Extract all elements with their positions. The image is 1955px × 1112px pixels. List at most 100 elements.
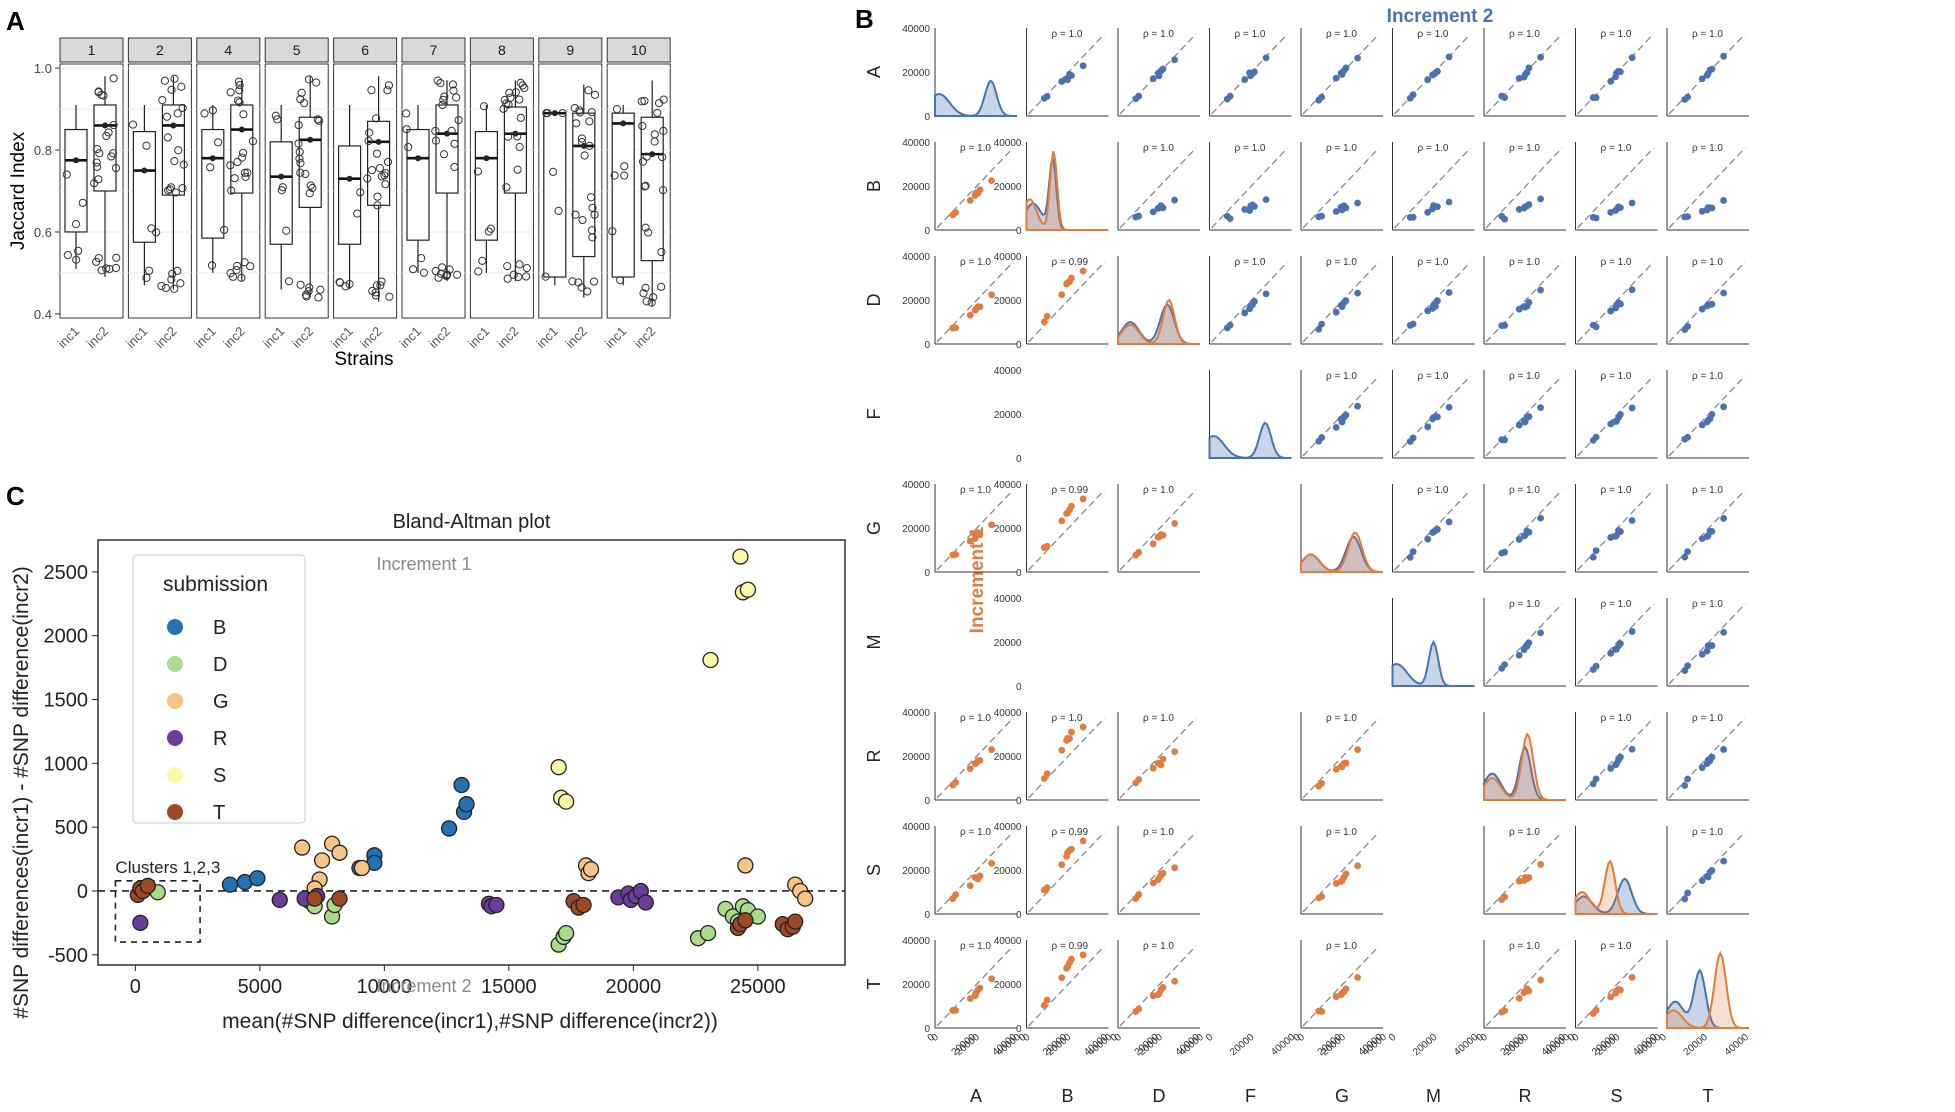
data-point <box>142 273 151 282</box>
axis-tick-label-y: 20000 <box>902 866 930 877</box>
axis-tick-label-y: 20000 <box>902 68 930 79</box>
data-point <box>233 261 242 271</box>
identity-line <box>936 831 1014 913</box>
legend-marker-g <box>167 693 183 709</box>
x-tick-label-a: inc2 <box>84 324 111 351</box>
facet-strip <box>333 37 398 63</box>
scatter-point <box>988 291 995 299</box>
axis-tick-label-x: 0 <box>1387 1032 1399 1044</box>
data-point <box>454 115 463 125</box>
axis-tick-label-y: 0 <box>924 796 930 807</box>
facet-label: 4 <box>224 42 232 58</box>
rho-label: ρ = 0.99 <box>1052 257 1089 268</box>
scatter-point <box>1720 628 1727 636</box>
data-point <box>238 148 248 157</box>
panel-label-a: A <box>6 6 25 36</box>
scatter-point <box>966 765 974 773</box>
data-point <box>305 189 314 198</box>
scatter-point <box>1525 64 1533 72</box>
scatter-point <box>952 779 960 786</box>
data-point <box>640 182 649 191</box>
scatter-point <box>1684 662 1692 670</box>
axis-tick-label-x: 20000 <box>1228 1032 1257 1059</box>
scatter-point <box>1525 874 1533 881</box>
axis-tick-label-y: 20000 <box>994 980 1022 991</box>
x-tick-label-a: inc1 <box>191 324 218 351</box>
point-s <box>557 793 575 810</box>
axis-tick-label-x: 0 <box>1204 1032 1216 1044</box>
scatter-point <box>1628 517 1636 524</box>
scatter-point <box>1592 323 1600 331</box>
scatter-point <box>1698 650 1706 658</box>
rho-label: ρ = 1.0 <box>1143 485 1174 496</box>
data-point <box>608 227 617 236</box>
identity-line <box>936 945 1014 1027</box>
axis-tick-label-y: 40000 <box>994 480 1022 491</box>
point-g <box>797 890 814 907</box>
axis-tick-label-y: 0 <box>924 568 930 579</box>
x-tick-label-a: inc2 <box>152 324 179 351</box>
x-tick-label-a: inc2 <box>220 324 247 351</box>
scatter-point <box>1698 421 1706 429</box>
scatter-point <box>1501 893 1509 901</box>
scatter-point <box>1332 208 1340 215</box>
rho-label: ρ = 1.0 <box>1235 143 1266 154</box>
data-point <box>515 142 524 152</box>
axis-tick-label-y: 0 <box>1016 1024 1022 1035</box>
scatter-point <box>1681 895 1689 903</box>
scatter-point <box>1525 528 1533 536</box>
data-point <box>587 108 596 117</box>
data-point <box>220 225 229 235</box>
scatter-point <box>1149 879 1157 887</box>
scatter-point <box>1068 72 1075 79</box>
scatter-point <box>1434 67 1441 75</box>
point-t <box>139 877 156 895</box>
scatter-point <box>1079 837 1087 845</box>
y-tick-label-c: 2000 <box>44 626 89 648</box>
data-point <box>163 133 172 142</box>
scatter-point <box>1501 661 1509 669</box>
data-point <box>641 283 650 292</box>
scatter-point <box>1079 951 1087 959</box>
scatter-point <box>1525 299 1533 306</box>
rho-label: ρ = 1.0 <box>1601 713 1632 724</box>
data-point <box>235 98 244 107</box>
data-point <box>549 167 558 176</box>
rho-label: ρ = 0.99 <box>1052 827 1089 838</box>
data-point <box>587 226 597 235</box>
scatter-point <box>1681 782 1689 789</box>
data-point <box>92 257 101 266</box>
identity-line <box>1302 831 1380 913</box>
data-point <box>644 228 653 237</box>
mean-dot <box>73 157 79 164</box>
scatter-point <box>1342 411 1350 419</box>
axis-tick-label-y: 40000 <box>902 138 930 149</box>
scatter-point <box>1617 640 1624 647</box>
scatter-point <box>1525 987 1533 995</box>
mean-dot <box>278 173 285 180</box>
scatter-point <box>1135 776 1143 783</box>
scatter-point <box>1617 986 1624 994</box>
mean-dot <box>551 110 558 117</box>
scatter-point <box>1537 629 1544 637</box>
rho-label: ρ = 1.0 <box>1509 371 1540 382</box>
axis-tick-label-y: 40000 <box>902 822 930 833</box>
scatter-point <box>1607 307 1615 315</box>
data-point <box>294 139 303 148</box>
chart-title-c: Bland-Altman plot <box>393 511 551 533</box>
scatter-point <box>1434 203 1441 211</box>
axis-tick-label-x: 0 <box>1479 1032 1491 1044</box>
data-point <box>170 157 179 166</box>
legend-marker-r <box>167 730 183 746</box>
data-point <box>271 111 280 120</box>
scatter-point <box>1592 94 1600 101</box>
data-point <box>241 172 250 181</box>
scatter-point <box>1149 540 1157 548</box>
scatter-point <box>1226 92 1234 100</box>
data-point <box>585 141 594 150</box>
data-point <box>502 99 511 108</box>
data-point <box>178 103 187 113</box>
data-point <box>145 266 154 275</box>
identity-line <box>1119 147 1197 229</box>
